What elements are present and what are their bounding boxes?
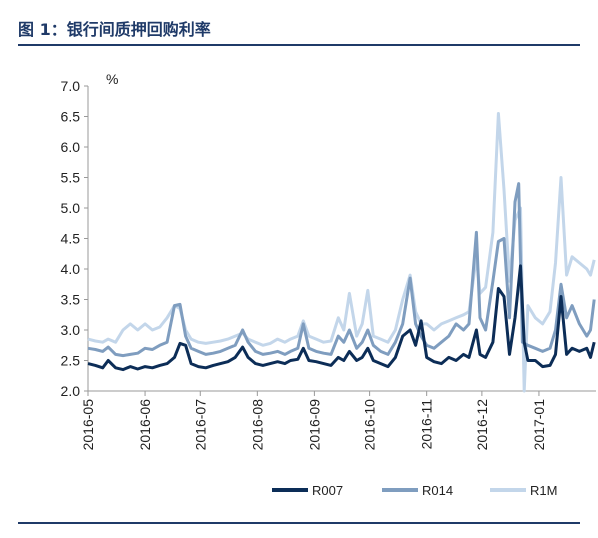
y-axis: 7.0 6.5 6.0 5.5 5.0 4.5 4.0 3.5 3.0 2.5 2.0%	[61, 71, 119, 399]
x-tick-label: 2017-01	[531, 399, 547, 451]
y-tick-label: 3.0	[61, 322, 81, 338]
x-tick-label: 2016-08	[249, 399, 265, 451]
x-tick-label: 2016-05	[80, 399, 96, 451]
x-tick-label: 2016-06	[137, 399, 153, 451]
x-axis: 2016-05 2016-06 2016-07 2016-08 2016-09 2016-…	[80, 390, 596, 451]
x-tick-label: 2016-10	[362, 399, 378, 451]
bottom-rule	[18, 522, 580, 524]
x-tick-label: 2016-12	[474, 399, 490, 451]
x-tick-label: 2016-07	[192, 399, 208, 451]
title-bar: 图 1：银行间质押回购利率	[18, 14, 580, 46]
y-tick-label: 4.0	[61, 261, 81, 277]
y-tick-label: 6.5	[61, 109, 81, 125]
series-layer	[87, 112, 596, 393]
y-tick-label: 2.0	[61, 383, 81, 399]
series-line-r007	[87, 264, 596, 372]
x-tick-label: 2016-11	[419, 399, 435, 450]
y-axis-unit: %	[106, 71, 118, 87]
y-tick-label: 2.5	[61, 353, 81, 369]
y-tick-label: 5.5	[61, 170, 81, 186]
legend-label-r1m: R1M	[530, 483, 557, 498]
legend-label-r007: R007	[312, 483, 343, 498]
chart-title: 图 1：银行间质押回购利率	[18, 20, 211, 39]
series-line-r1m	[87, 112, 596, 393]
series-line-r014	[87, 182, 596, 358]
legend: R007 R014 R1M	[272, 483, 557, 498]
y-tick-label: 4.5	[61, 231, 81, 247]
y-tick-label: 7.0	[61, 78, 81, 94]
y-tick-label: 3.5	[61, 292, 81, 308]
y-tick-label: 5.0	[61, 200, 81, 216]
legend-label-r014: R014	[422, 483, 453, 498]
y-tick-label: 6.0	[61, 139, 81, 155]
x-tick-label: 2016-09	[306, 399, 322, 451]
